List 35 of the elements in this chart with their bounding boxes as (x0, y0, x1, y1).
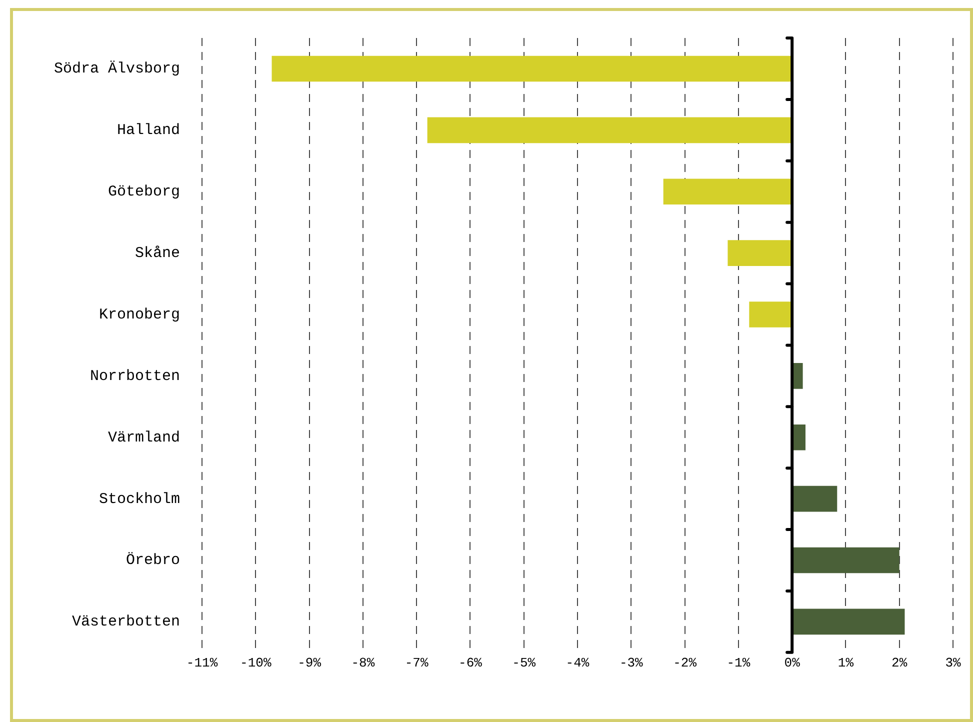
x-tick-label: -6% (458, 656, 482, 671)
y-tick-label: Västerbotten (72, 614, 180, 631)
y-tick-label: Halland (117, 122, 180, 140)
bar (792, 547, 900, 574)
x-tick-label: -7% (404, 656, 428, 671)
x-tick-label: -10% (240, 656, 272, 671)
x-tick-label: 3% (945, 656, 961, 671)
bar (792, 486, 838, 512)
y-tick-label: Värmland (108, 429, 180, 446)
x-tick-label: 0% (784, 656, 800, 671)
y-tick-label: Norrbotten (90, 368, 180, 385)
x-tick-label: -8% (351, 656, 375, 671)
y-tick-label: Stockholm (99, 490, 180, 508)
x-tick-label: -4% (566, 656, 590, 671)
y-tick-label: Södra Älvsborg (54, 60, 180, 78)
bar (272, 56, 792, 82)
bar (792, 363, 803, 389)
x-tick-label: 2% (892, 656, 908, 671)
x-tick-label: -2% (673, 656, 697, 671)
y-tick-label: Göteborg (108, 184, 180, 201)
x-tick-label: -3% (619, 656, 644, 671)
bar (792, 424, 806, 450)
x-tick-label: 1% (838, 656, 854, 671)
bar (427, 117, 792, 144)
bar (749, 302, 792, 328)
x-tick-label: -9% (298, 656, 322, 671)
bar (792, 608, 905, 635)
bar (728, 240, 792, 266)
y-tick-label: Örebro (126, 552, 180, 570)
x-tick-label: -11% (186, 656, 218, 671)
x-tick-label: -5% (512, 656, 536, 671)
y-tick-label: Skåne (135, 245, 180, 262)
x-tick-label: -1% (726, 656, 750, 671)
bar (663, 178, 792, 205)
y-tick-label: Kronoberg (99, 306, 180, 324)
